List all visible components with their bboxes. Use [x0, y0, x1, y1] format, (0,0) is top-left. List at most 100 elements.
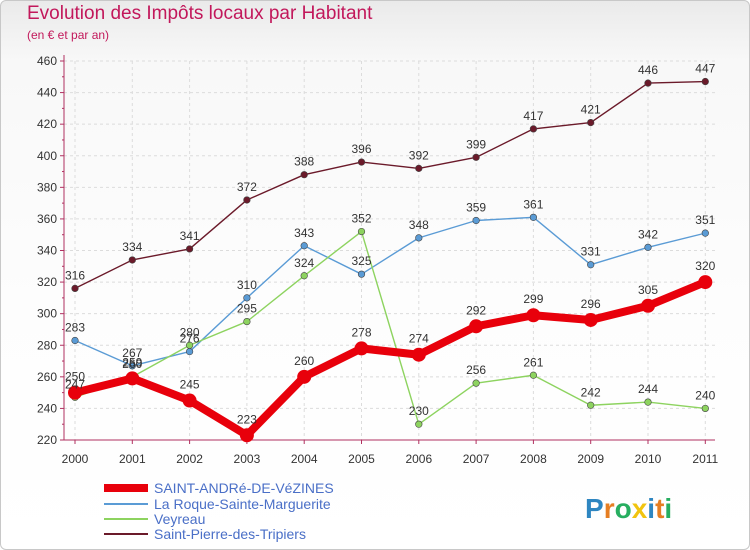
data-point-saint-andr-de-v-zines: [297, 369, 312, 384]
data-point-la-roque-sainte-marguerite: [357, 270, 366, 278]
data-label-saint-pierre-des-tripiers: 399: [466, 137, 486, 151]
data-label-saint-andr-de-v-zines: 260: [294, 354, 314, 368]
data-point-veyreau: [472, 379, 480, 387]
data-label-la-roque-sainte-marguerite: 310: [237, 278, 257, 292]
data-label-saint-pierre-des-tripiers: 417: [523, 109, 543, 123]
logo-letter: i: [647, 493, 655, 524]
y-tick-label: 280: [37, 338, 57, 352]
data-point-saint-pierre-des-tripiers: [415, 164, 423, 172]
x-tick-label: 2003: [234, 452, 261, 466]
data-point-la-roque-sainte-marguerite: [71, 336, 79, 345]
data-point-saint-andr-de-v-zines: [182, 393, 197, 408]
y-tick-label: 220: [37, 433, 57, 447]
legend-label: La Roque-Sainte-Marguerite: [154, 496, 331, 512]
x-tick-label: 2001: [119, 452, 146, 466]
x-tick-label: 2008: [520, 452, 547, 466]
data-point-veyreau: [243, 317, 251, 326]
data-label-la-roque-sainte-marguerite: 348: [409, 218, 429, 232]
data-point-la-roque-sainte-marguerite: [300, 242, 308, 250]
series-line-la-roque-sainte-marguerite: [74, 216, 706, 367]
chart-title: Evolution des Impôts locaux par Habitant: [27, 3, 373, 24]
data-point-la-roque-sainte-marguerite: [243, 294, 251, 302]
series-line-veyreau: [74, 230, 706, 425]
y-tick-label: 300: [37, 307, 57, 321]
data-point-saint-pierre-des-tripiers: [300, 171, 308, 179]
x-tick-label: 2010: [635, 452, 662, 466]
data-label-la-roque-sainte-marguerite: 343: [294, 226, 314, 240]
legend-label: Saint-Pierre-des-Tripiers: [154, 526, 306, 542]
data-point-saint-pierre-des-tripiers: [71, 284, 79, 293]
x-tick-label: 2005: [348, 452, 375, 466]
data-point-saint-andr-de-v-zines: [411, 347, 426, 362]
data-point-saint-andr-de-v-zines: [583, 312, 598, 327]
data-label-veyreau: 256: [466, 363, 486, 377]
x-tick-label: 2002: [176, 452, 203, 466]
data-point-veyreau: [701, 404, 709, 413]
data-point-saint-pierre-des-tripiers: [243, 196, 251, 204]
data-label-saint-pierre-des-tripiers: 316: [65, 268, 85, 282]
data-point-veyreau: [357, 227, 366, 236]
data-label-saint-pierre-des-tripiers: 421: [581, 103, 601, 117]
data-point-saint-andr-de-v-zines: [698, 275, 713, 290]
data-label-la-roque-sainte-marguerite: 331: [581, 245, 601, 259]
data-point-saint-pierre-des-tripiers: [128, 256, 136, 264]
logo-letter: t: [655, 493, 664, 524]
x-tick-label: 2007: [463, 452, 490, 466]
data-label-saint-andr-de-v-zines: 299: [523, 292, 543, 306]
y-tick-label: 420: [37, 117, 57, 131]
legend-label: Veyreau: [154, 511, 205, 527]
data-label-saint-pierre-des-tripiers: 372: [237, 180, 257, 194]
data-label-la-roque-sainte-marguerite: 267: [122, 346, 142, 360]
y-tick-label: 360: [37, 212, 57, 226]
y-tick-label: 380: [37, 180, 57, 194]
data-point-saint-pierre-des-tripiers: [472, 153, 480, 161]
data-label-saint-andr-de-v-zines: 223: [237, 412, 257, 426]
data-label-saint-andr-de-v-zines: 292: [466, 303, 486, 317]
data-label-saint-andr-de-v-zines: 296: [581, 297, 601, 311]
data-point-saint-andr-de-v-zines: [68, 385, 82, 400]
data-label-saint-pierre-des-tripiers: 447: [695, 62, 715, 76]
series-line-saint-pierre-des-tripiers: [74, 80, 706, 290]
y-tick-label: 440: [37, 86, 57, 100]
data-label-saint-andr-de-v-zines: 245: [180, 378, 200, 392]
data-point-la-roque-sainte-marguerite: [587, 261, 595, 269]
data-label-veyreau: 324: [294, 256, 314, 270]
data-point-veyreau: [529, 371, 538, 379]
series-line-saint-andr-de-v-zines: [71, 278, 710, 440]
x-tick-label: 2011: [692, 452, 718, 466]
data-point-saint-pierre-des-tripiers: [186, 245, 194, 253]
x-tick-label: 2006: [405, 452, 432, 466]
data-point-la-roque-sainte-marguerite: [701, 229, 709, 237]
data-label-la-roque-sainte-marguerite: 361: [523, 197, 543, 211]
chart-subtitle: (en € et par an): [27, 28, 110, 42]
data-label-veyreau: 240: [695, 388, 715, 402]
data-point-veyreau: [415, 420, 423, 428]
data-point-saint-andr-de-v-zines: [239, 428, 254, 443]
data-label-veyreau: 261: [523, 355, 543, 369]
data-point-veyreau: [186, 341, 194, 349]
data-label-saint-pierre-des-tripiers: 392: [409, 148, 429, 162]
data-point-saint-andr-de-v-zines: [354, 341, 369, 356]
data-label-saint-pierre-des-tripiers: 334: [122, 240, 142, 254]
data-label-veyreau: 247: [65, 377, 85, 391]
y-tick-label: 340: [37, 244, 57, 258]
x-tick-label: 2000: [62, 452, 89, 466]
data-label-veyreau: 242: [581, 385, 601, 399]
logo-letter: o: [615, 493, 632, 524]
data-label-veyreau: 295: [237, 302, 257, 316]
data-point-la-roque-sainte-marguerite: [529, 213, 538, 221]
data-label-saint-pierre-des-tripiers: 341: [180, 229, 200, 243]
data-label-veyreau: 230: [409, 404, 429, 418]
logo-letter: r: [604, 493, 615, 524]
y-tick-label: 400: [37, 149, 57, 163]
data-point-la-roque-sainte-marguerite: [472, 216, 480, 225]
data-label-la-roque-sainte-marguerite: 342: [638, 227, 658, 241]
data-label-saint-andr-de-v-zines: 259: [122, 355, 142, 369]
legend-label: SAINT-ANDRé-DE-VéZINES: [154, 480, 334, 496]
data-point-saint-andr-de-v-zines: [125, 371, 140, 386]
logo-letter: x: [632, 493, 648, 524]
data-label-saint-andr-de-v-zines: 250: [65, 370, 85, 384]
data-label-saint-andr-de-v-zines: 305: [638, 283, 658, 297]
data-label-la-roque-sainte-marguerite: 276: [180, 332, 200, 346]
